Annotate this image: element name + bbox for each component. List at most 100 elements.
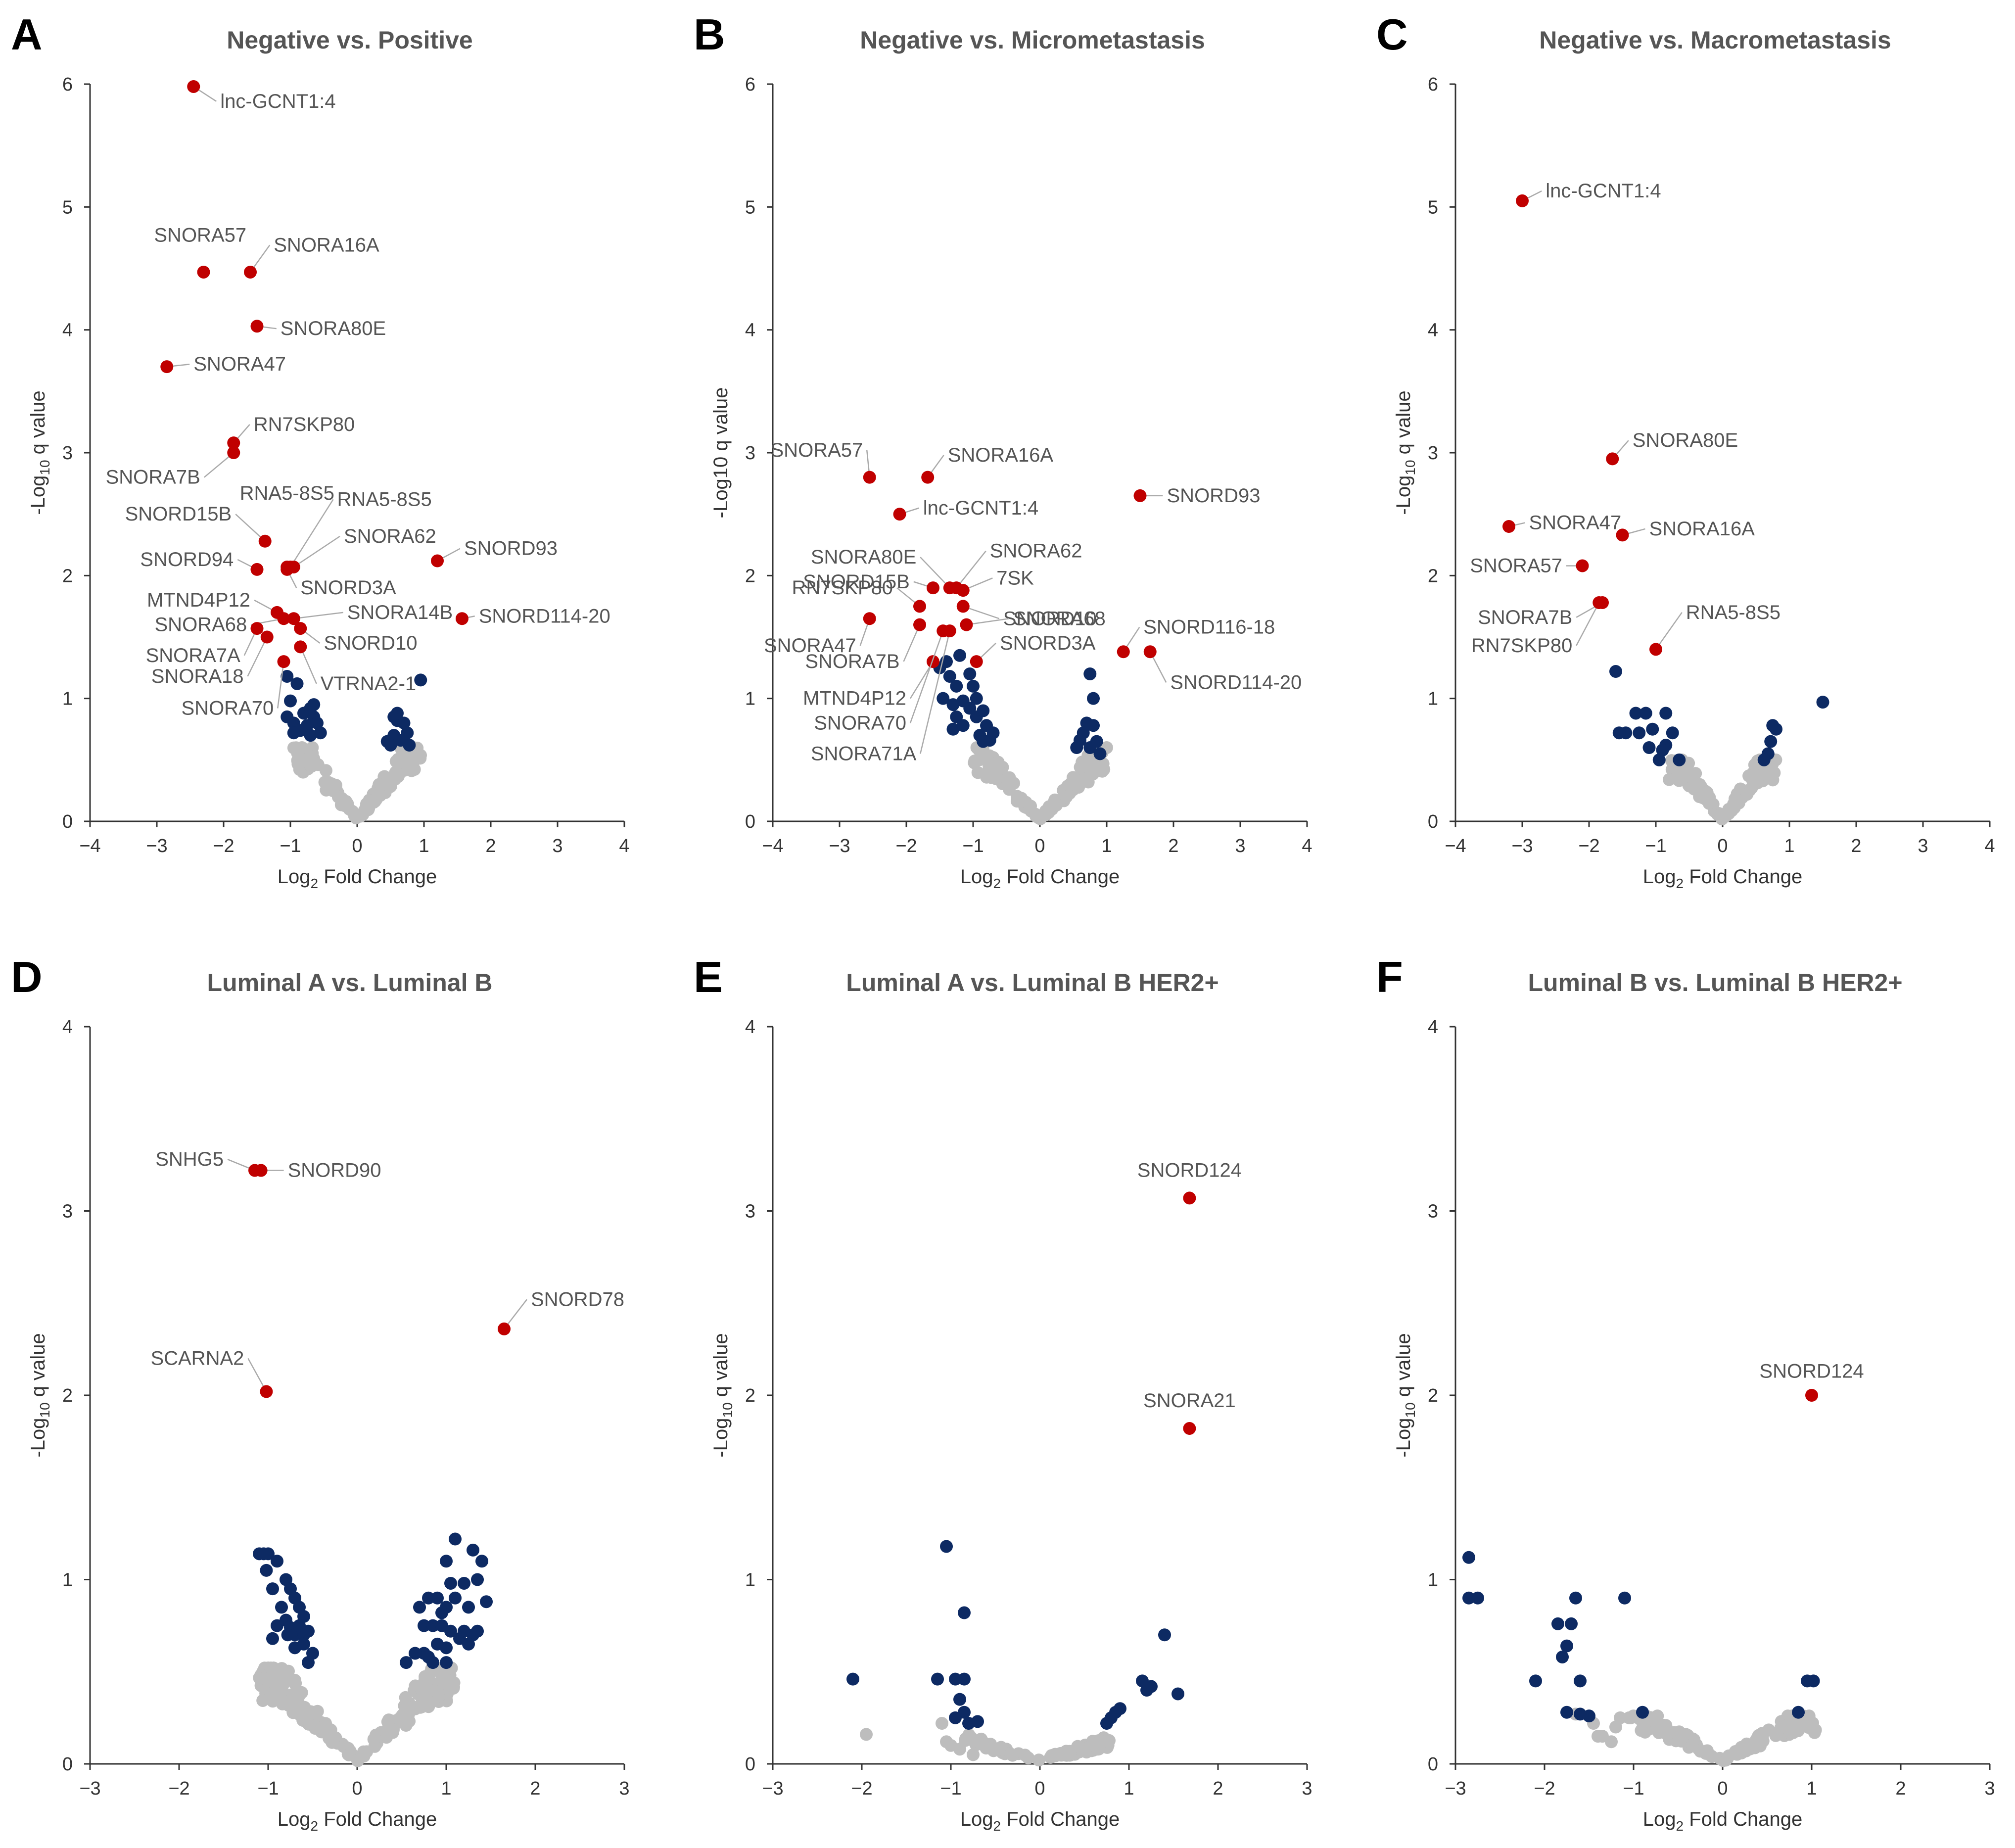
significant-point (403, 739, 416, 752)
significant-point (962, 1717, 975, 1730)
gene-label: MTND4P12 (147, 589, 250, 611)
x-tick-label: 1 (1101, 836, 1112, 856)
y-tick-label: 4 (62, 1017, 73, 1038)
nonsignificant-point (447, 1676, 461, 1690)
nonsignificant-point (1004, 1748, 1018, 1761)
significant-point (940, 1540, 953, 1553)
significant-point (413, 1601, 426, 1614)
x-tick-label: −2 (1534, 1778, 1555, 1799)
nonsignificant-point (261, 1675, 275, 1688)
gene-label: SNORA70 (814, 712, 906, 734)
x-tick-label: −3 (1511, 836, 1533, 856)
x-tick-label: 2 (1168, 836, 1178, 856)
nonsignificant-point (1652, 1726, 1666, 1739)
significant-point (956, 719, 970, 732)
nonsignificant-point (1060, 790, 1073, 804)
significant-point (1569, 1591, 1582, 1605)
gene-label: SNORA68 (155, 614, 247, 636)
labeled-point (250, 622, 264, 635)
labeled-point (250, 320, 264, 333)
nonsignificant-point (357, 1750, 371, 1763)
nonsignificant-point (1686, 1738, 1699, 1752)
x-tick-label: −1 (962, 836, 984, 856)
labeled-point (927, 581, 939, 595)
y-tick-label: 4 (62, 320, 73, 341)
nonsignificant-point (320, 783, 333, 797)
significant-point (1757, 753, 1771, 766)
y-tick-label: 3 (62, 443, 73, 464)
chart-title: Negative vs. Micrometastasis (860, 26, 1205, 54)
nonsignificant-point (431, 1687, 445, 1700)
x-axis-label-part: Fold Change (318, 866, 437, 888)
x-axis-label-part: Fold Change (1684, 1808, 1802, 1830)
gene-label: lnc-GCNT1:4 (1546, 180, 1661, 202)
x-tick-label: −2 (895, 836, 917, 856)
gene-label: SNORD124 (1759, 1361, 1864, 1382)
nonsignificant-point (1699, 1747, 1712, 1760)
nonsignificant-point (1084, 766, 1098, 780)
significant-point (287, 726, 300, 740)
gene-label: lnc-GCNT1:4 (923, 497, 1038, 519)
significant-point (440, 1641, 453, 1655)
panel-f: F Luminal B vs. Luminal B HER2+ 0 1 2 3 4 −3 −2 −… (1376, 952, 1995, 1834)
x-axis-label-sub: 2 (1676, 1818, 1684, 1834)
labeled-point (863, 612, 876, 625)
significant-point (1145, 1680, 1158, 1693)
x-axis-label-part: Log (960, 866, 993, 888)
labeled-point (294, 640, 307, 654)
nonsignificant-point (419, 1670, 432, 1683)
y-axis-label-part: q value (1393, 390, 1414, 460)
x-tick-label: 2 (1851, 836, 1861, 856)
x-axis-label: Log2 Fold Change (960, 866, 1120, 891)
panel-c: C Negative vs. Macrometastasis 0 1 2 3 4 5 6 −4 −3… (1376, 10, 1995, 891)
labeled-point (227, 436, 240, 450)
x-tick-label: −3 (762, 1778, 783, 1799)
leader-line (277, 662, 284, 709)
leader-line (289, 499, 334, 568)
labeled-point (956, 584, 970, 597)
nonsignificant-point (368, 1740, 381, 1753)
significant-point (409, 1647, 422, 1660)
significant-point (967, 679, 980, 693)
x-tick-label: −4 (762, 836, 783, 856)
significant-point (1100, 1717, 1113, 1730)
significant-point (462, 1637, 475, 1651)
labeled-point (956, 600, 970, 613)
y-tick-label: 5 (62, 197, 73, 218)
chart-title: Luminal B vs. Luminal B HER2+ (1528, 969, 1902, 996)
gene-label: SNORD10 (324, 632, 418, 654)
y-axis-label-sub: 10 (1403, 1402, 1418, 1418)
y-axis-label: -Log10 q value (1393, 390, 1418, 515)
x-tick-label: 3 (1984, 1778, 1995, 1799)
significant-point (949, 1672, 962, 1686)
significant-point (1574, 1707, 1587, 1721)
x-axis-label: Log2 Fold Change (278, 866, 437, 891)
gene-label: RNA5-8S5 (1686, 602, 1781, 623)
gene-label: SNORA16A (948, 444, 1054, 466)
nonsignificant-point (1671, 770, 1685, 783)
x-tick-label: 2 (1895, 1778, 1906, 1799)
significant-point (1633, 726, 1646, 740)
labeled-point (260, 1385, 273, 1398)
significant-point (418, 1619, 430, 1632)
gene-label: SNORA80E (281, 318, 386, 339)
labeled-point (1183, 1191, 1196, 1205)
x-axis-label-sub: 2 (311, 876, 319, 891)
labeled-point (277, 612, 290, 625)
nonsignificant-point (1730, 1747, 1743, 1760)
gene-label: SNORA47 (1529, 512, 1622, 534)
significant-point (1770, 722, 1782, 736)
x-tick-label: 3 (1235, 836, 1245, 856)
significant-point (475, 1555, 488, 1568)
significant-point (480, 1595, 493, 1609)
nonsignificant-point (356, 807, 369, 821)
nonsignificant-point (398, 1716, 412, 1729)
leader-line (966, 618, 1010, 625)
y-axis-label-part: -Log (27, 475, 49, 515)
gene-label: SNORD116-18 (1143, 616, 1275, 638)
nonsignificant-point (380, 1724, 393, 1737)
gene-label: SNORD3A (1000, 632, 1096, 654)
gene-label: RN7SKP80 (1471, 635, 1573, 657)
y-axis-label-part: q value (710, 1333, 732, 1402)
